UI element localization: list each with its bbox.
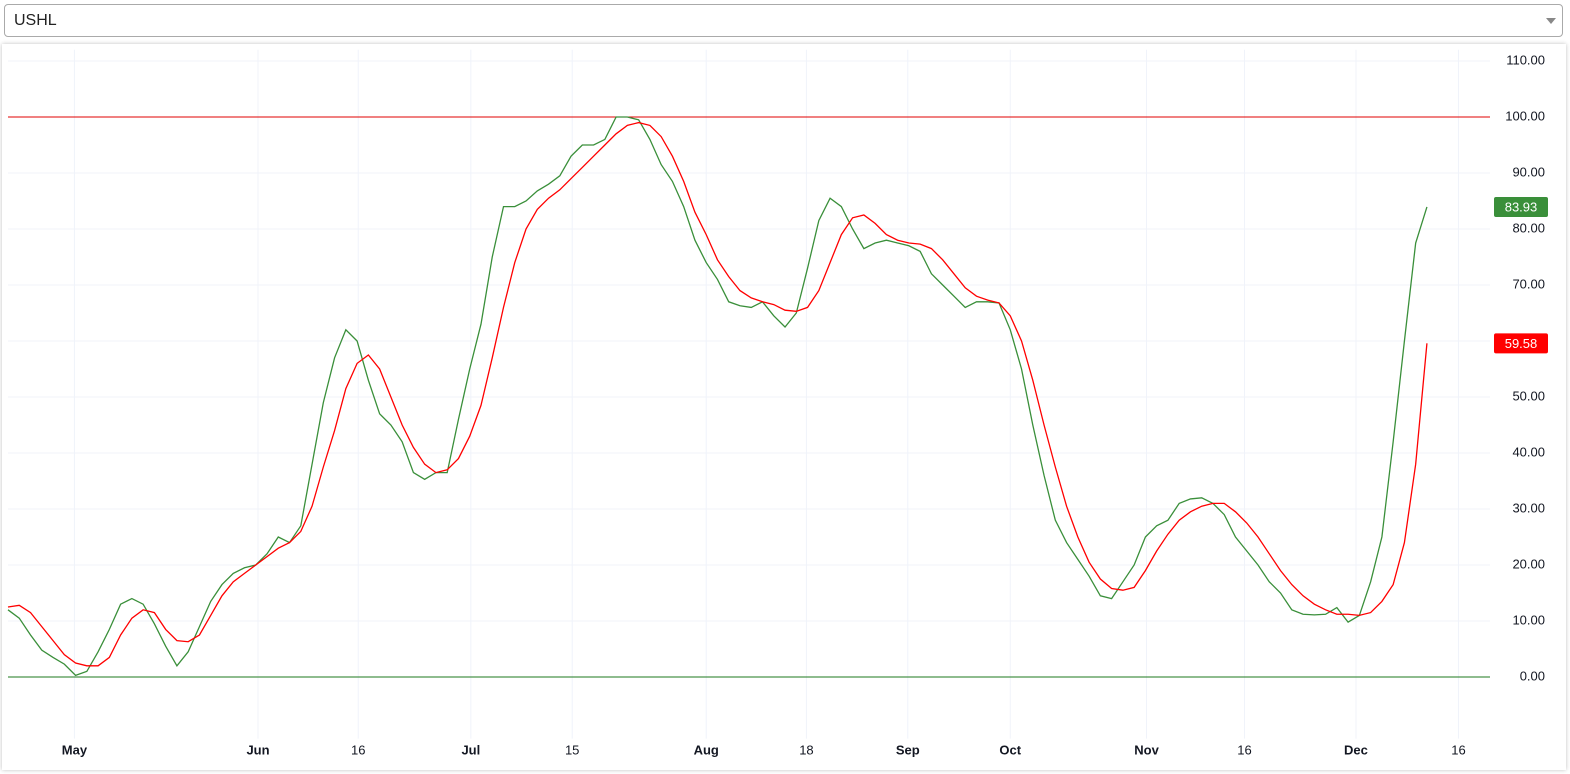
- dropdown-arrow: [1546, 18, 1556, 24]
- x-tick-label: May: [62, 742, 88, 757]
- y-tick-label: 80.00: [1512, 220, 1545, 235]
- y-tick-label: 0.00: [1520, 668, 1545, 683]
- x-tick-label: Oct: [999, 742, 1021, 757]
- x-tick-label: 15: [565, 742, 579, 757]
- last-value-badge: [1494, 196, 1548, 217]
- x-tick-label: Jul: [461, 742, 480, 757]
- last-value-label: 59.58: [1505, 336, 1538, 351]
- y-tick-label: 100.00: [1505, 108, 1545, 123]
- y-tick-label: 110.00: [1506, 52, 1545, 67]
- x-tick-label: Dec: [1344, 742, 1368, 757]
- y-tick-label: 10.00: [1512, 612, 1545, 627]
- last-value-label: 83.93: [1505, 199, 1538, 214]
- x-tick-label: 16: [351, 742, 365, 757]
- series-line: [7, 121, 1428, 667]
- last-value-badge: [1494, 333, 1548, 354]
- x-tick-label: 16: [1451, 742, 1465, 757]
- y-tick-label: 50.00: [1512, 388, 1545, 403]
- x-tick-label: Aug: [694, 742, 719, 757]
- x-tick-label: Nov: [1134, 742, 1159, 757]
- y-tick-label: 70.00: [1512, 276, 1545, 291]
- x-tick-label: Sep: [896, 742, 920, 757]
- y-tick-label: 20.00: [1512, 556, 1545, 571]
- y-tick-label: 90.00: [1512, 164, 1545, 179]
- y-tick-label: 30.00: [1512, 500, 1545, 515]
- y-tick-label: 40.00: [1512, 444, 1545, 459]
- x-tick-label: Jun: [246, 742, 269, 757]
- x-tick-label: 18: [799, 742, 813, 757]
- x-tick-label: 16: [1237, 742, 1251, 757]
- ticker: USHL: [14, 12, 57, 29]
- ticker-select[interactable]: USHL: [4, 4, 1563, 37]
- series-line: [7, 116, 1428, 677]
